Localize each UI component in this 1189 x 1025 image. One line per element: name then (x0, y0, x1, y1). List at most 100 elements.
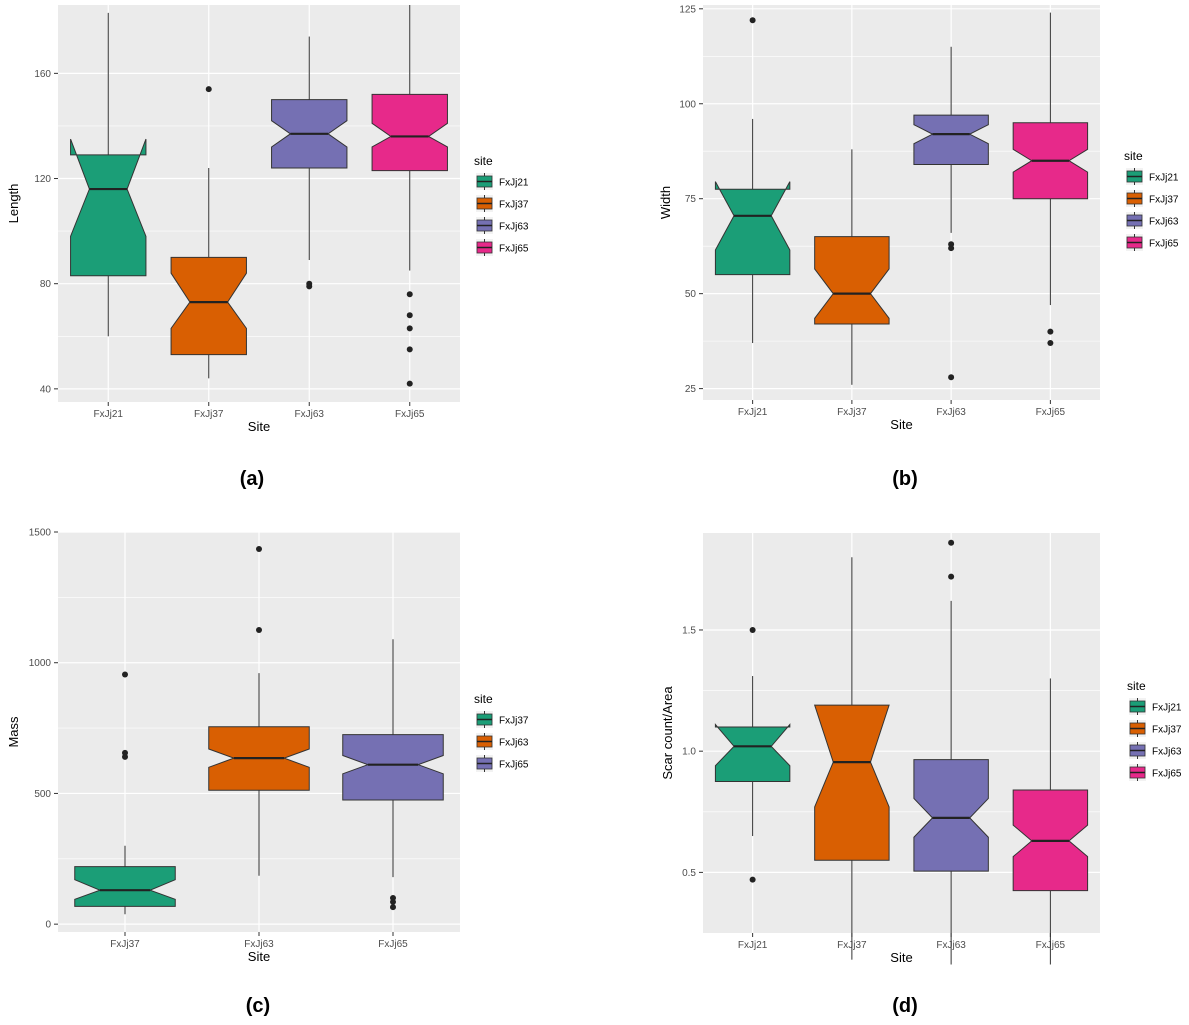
box-body (714, 723, 791, 782)
box-FxJj65 (342, 639, 444, 911)
box-body (913, 759, 989, 872)
y-axis-title: Width (658, 186, 673, 219)
legend-title: site (474, 154, 493, 168)
panel-caption: (b) (892, 468, 918, 490)
outlier-point (948, 374, 955, 381)
y-tick-label: 0 (45, 920, 51, 931)
legend-label: FxJj65 (1149, 239, 1179, 250)
outlier-point (406, 291, 413, 298)
outlier-point (390, 904, 396, 911)
outlier-point (406, 380, 413, 387)
outlier-point (749, 626, 756, 633)
outlier-point (205, 86, 212, 93)
x-axis-title: Site (248, 949, 270, 964)
outlier-point (1047, 340, 1054, 347)
legend: site FxJj21 FxJj37 FxJj63 FxJj65 (1124, 149, 1179, 251)
chart-panel-4: 0.5 1.0 1.5 FxJj21 FxJj37 FxJj63 FxJj65 Site Sca… (660, 533, 1182, 1017)
box-FxJj37 (814, 149, 890, 385)
outlier-point (1047, 328, 1054, 335)
box-FxJj63 (913, 539, 989, 965)
outlier-point (948, 245, 955, 252)
box-FxJj63 (913, 46, 989, 381)
y-tick-label: 120 (34, 174, 51, 185)
outlier-point (256, 627, 262, 634)
outlier-point (122, 753, 128, 760)
legend: site FxJj21 FxJj37 FxJj63 FxJj65 (1127, 679, 1182, 781)
box-body (70, 138, 147, 277)
box-FxJj37 (74, 671, 176, 915)
legend-label: FxJj37 (499, 716, 529, 727)
legend-label: FxJj63 (1152, 747, 1182, 758)
box-body (814, 236, 890, 325)
y-tick-label: 0.5 (682, 868, 696, 879)
x-axis-title: Site (248, 419, 270, 434)
box-FxJj63 (208, 545, 310, 876)
y-tick-label: 50 (685, 289, 697, 300)
outlier-point (390, 898, 396, 905)
y-tick-label: 160 (34, 69, 51, 80)
legend: site FxJj21 FxJj37 FxJj63 FxJj65 (474, 154, 529, 256)
box-FxJj37 (813, 557, 890, 960)
legend-label: FxJj63 (499, 222, 529, 233)
legend-label: FxJj65 (499, 760, 529, 771)
y-tick-label: 500 (34, 789, 51, 800)
legend-label: FxJj37 (1152, 725, 1182, 736)
legend-title: site (1127, 679, 1146, 693)
x-tick-label: FxJj65 (395, 409, 425, 420)
legend: site FxJj37 FxJj63 FxJj65 (474, 692, 529, 772)
x-axis-title: Site (890, 417, 912, 432)
box-body (714, 181, 791, 276)
y-tick-label: 1.5 (682, 625, 696, 636)
x-tick-label: FxJj63 (936, 407, 966, 418)
y-tick-label: 40 (40, 384, 52, 395)
legend-label: FxJj37 (499, 200, 529, 211)
x-tick-label: FxJj21 (738, 940, 768, 951)
outlier-point (406, 346, 413, 353)
chart-panel-3: 0 500 1000 1500 FxJj37 FxJj63 FxJj65 Site Mass si… (6, 528, 529, 1018)
panel-caption: (d) (892, 995, 918, 1017)
box-FxJj37 (170, 86, 247, 379)
outlier-point (406, 312, 413, 319)
y-tick-label: 75 (685, 194, 697, 205)
x-axis-title: Site (890, 950, 912, 965)
y-axis-title: Scar count/Area (660, 686, 675, 780)
box-FxJj65 (1012, 678, 1089, 965)
legend-label: FxJj63 (499, 738, 529, 749)
y-axis-title: Length (6, 184, 21, 224)
box-FxJj21 (714, 17, 791, 344)
panel-caption: (c) (246, 995, 270, 1017)
box-body (371, 93, 448, 172)
box-body (813, 704, 890, 861)
legend-label: FxJj65 (1152, 769, 1182, 780)
outlier-point (256, 545, 262, 552)
x-tick-label: FxJj63 (244, 939, 274, 950)
outlier-point (122, 671, 128, 678)
panel-caption: (a) (240, 468, 264, 490)
x-tick-label: FxJj37 (837, 407, 867, 418)
y-tick-label: 1.0 (682, 747, 696, 758)
legend-label: FxJj63 (1149, 217, 1179, 228)
box-FxJj63 (271, 36, 348, 290)
x-tick-label: FxJj65 (378, 939, 408, 950)
box-body (913, 114, 989, 166)
legend-title: site (474, 692, 493, 706)
outlier-point (749, 17, 756, 24)
legend-label: FxJj21 (499, 178, 529, 189)
y-tick-label: 100 (679, 99, 696, 110)
y-tick-label: 25 (685, 384, 697, 395)
y-tick-label: 125 (679, 4, 696, 15)
legend-label: FxJj65 (499, 244, 529, 255)
box-FxJj65 (371, 5, 448, 387)
legend-label: FxJj21 (1152, 703, 1182, 714)
box-body (342, 734, 444, 801)
y-axis-title: Mass (6, 716, 21, 748)
y-tick-label: 1500 (29, 528, 52, 539)
outlier-point (749, 876, 756, 883)
outlier-point (406, 325, 413, 332)
chart-panel-1: 40 80 120 160 FxJj21 FxJj37 FxJj63 FxJj65 Site Le… (6, 5, 529, 490)
box-FxJj21 (70, 12, 147, 337)
x-tick-label: FxJj65 (1036, 407, 1066, 418)
outlier-point (948, 539, 955, 546)
x-tick-label: FxJj21 (94, 409, 124, 420)
